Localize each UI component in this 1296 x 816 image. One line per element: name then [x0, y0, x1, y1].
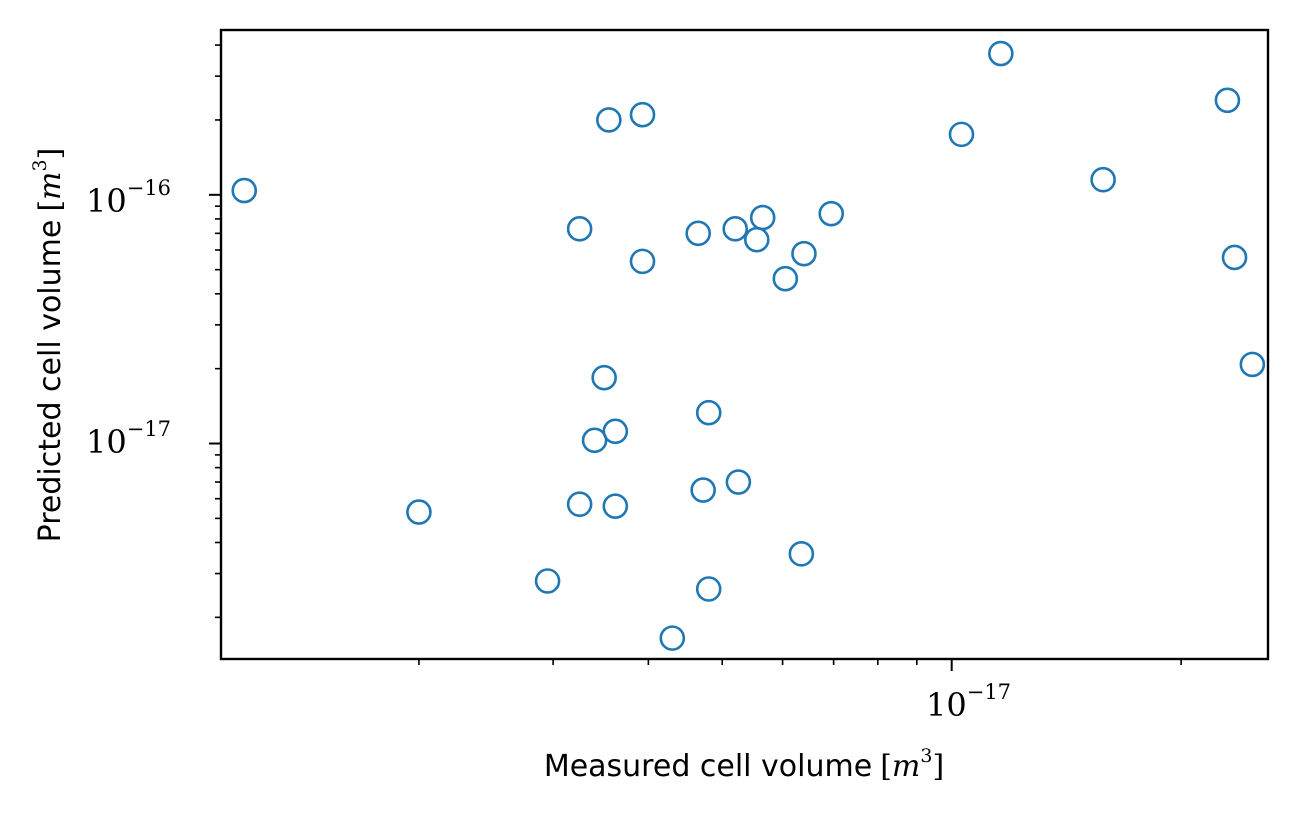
- x-tick-base: 10: [926, 686, 967, 724]
- data-point: [722, 216, 749, 242]
- plot-frame: [219, 28, 1270, 661]
- data-point: [685, 220, 712, 247]
- data-point: [690, 477, 716, 503]
- data-point: [1214, 87, 1241, 114]
- data-point: [659, 625, 686, 651]
- y-axis-label: Predicted cell volume [m3]: [29, 148, 68, 543]
- data-point: [566, 491, 593, 518]
- data-point: [743, 226, 770, 253]
- x-axis-label: Measured cell volume [m3]: [544, 745, 944, 784]
- data-point: [566, 216, 593, 242]
- x-tick-label: 10−17: [926, 680, 1011, 724]
- data-point: [534, 568, 561, 594]
- data-point: [695, 576, 722, 602]
- data-point: [231, 177, 258, 204]
- data-point: [629, 101, 656, 128]
- x-axis-unit-symbol: m: [892, 749, 920, 784]
- data-point: [602, 418, 629, 445]
- data-point: [818, 200, 845, 227]
- minor-ticks: [215, 44, 1182, 665]
- x-axis-label-text: Measured cell volume: [544, 749, 872, 784]
- data-points: [231, 40, 1266, 651]
- data-point: [1090, 166, 1116, 193]
- data-point: [988, 40, 1014, 67]
- y-axis-unit-exponent: 3: [29, 159, 51, 171]
- y-tick-exponent: −16: [127, 176, 171, 200]
- x-tick-exponent: −17: [967, 680, 1011, 704]
- data-point: [602, 493, 629, 519]
- data-point: [749, 204, 776, 231]
- data-point: [1239, 351, 1266, 378]
- data-point: [725, 469, 752, 495]
- x-axis-unit-exponent: 3: [920, 745, 932, 767]
- y-tick-label-upper: 10−16: [86, 176, 171, 220]
- x-axis-unit-close: ]: [932, 749, 944, 784]
- y-axis-unit-symbol: m: [33, 171, 68, 199]
- data-point: [772, 265, 799, 292]
- data-point: [1221, 244, 1248, 271]
- y-tick-label-lower: 10−17: [86, 417, 171, 461]
- data-point: [591, 364, 617, 391]
- data-point: [629, 248, 656, 275]
- data-point: [791, 240, 817, 267]
- data-point: [581, 427, 608, 454]
- y-axis-label-text: Predicted cell volume: [33, 220, 68, 543]
- data-point: [788, 541, 815, 567]
- y-axis-unit-close: ]: [33, 148, 68, 160]
- major-ticks: [209, 193, 953, 671]
- data-point: [596, 107, 622, 133]
- y-axis-unit-open: [: [33, 200, 68, 212]
- y-tick-base: 10: [86, 182, 127, 220]
- y-tick-exponent: −17: [127, 417, 171, 441]
- y-tick-base: 10: [86, 423, 127, 461]
- data-point: [695, 399, 722, 426]
- data-point: [406, 499, 432, 525]
- x-axis-unit-open: [: [880, 749, 892, 784]
- data-point: [948, 121, 975, 148]
